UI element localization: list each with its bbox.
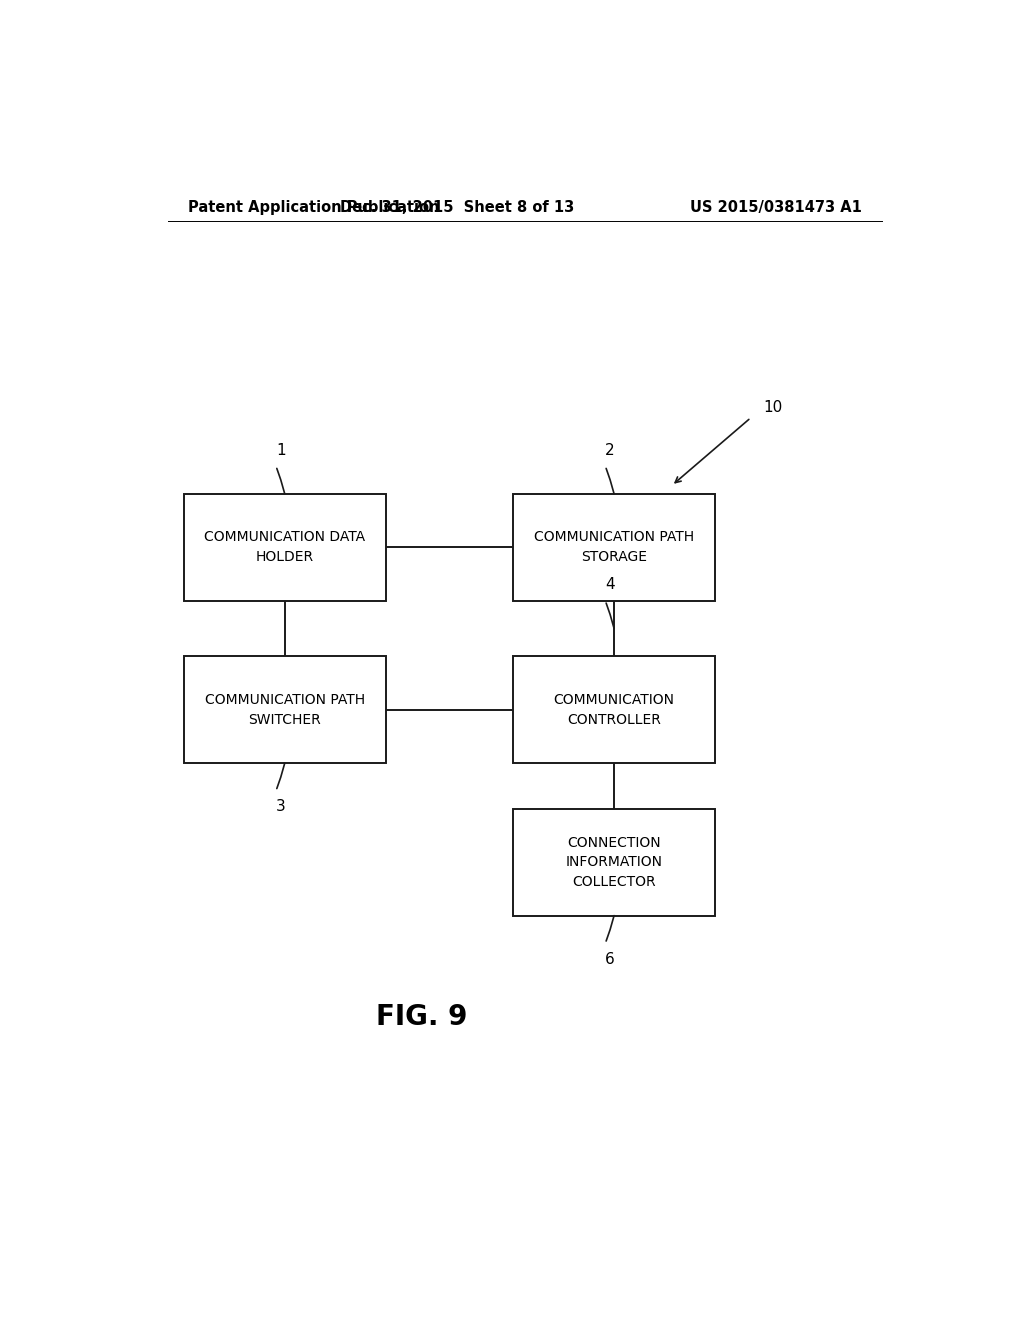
Text: CONNECTION
INFORMATION
COLLECTOR: CONNECTION INFORMATION COLLECTOR [565,836,663,888]
Bar [513,656,715,763]
Bar [183,656,386,763]
Bar [183,494,386,601]
Text: COMMUNICATION PATH
SWITCHER: COMMUNICATION PATH SWITCHER [205,693,365,726]
Text: Patent Application Publication: Patent Application Publication [187,199,439,215]
Text: COMMUNICATION
CONTROLLER: COMMUNICATION CONTROLLER [554,693,675,726]
Bar [513,809,715,916]
Text: 6: 6 [605,952,615,966]
Bar [513,494,715,601]
Text: 4: 4 [605,577,615,593]
Text: 10: 10 [763,400,782,414]
Text: COMMUNICATION PATH
STORAGE: COMMUNICATION PATH STORAGE [535,531,694,564]
Text: Dec. 31, 2015  Sheet 8 of 13: Dec. 31, 2015 Sheet 8 of 13 [340,199,574,215]
Text: 3: 3 [275,800,286,814]
Text: 1: 1 [275,442,286,458]
Text: COMMUNICATION DATA
HOLDER: COMMUNICATION DATA HOLDER [204,531,366,564]
Text: US 2015/0381473 A1: US 2015/0381473 A1 [690,199,862,215]
Text: 2: 2 [605,442,615,458]
Text: FIG. 9: FIG. 9 [376,1003,467,1031]
